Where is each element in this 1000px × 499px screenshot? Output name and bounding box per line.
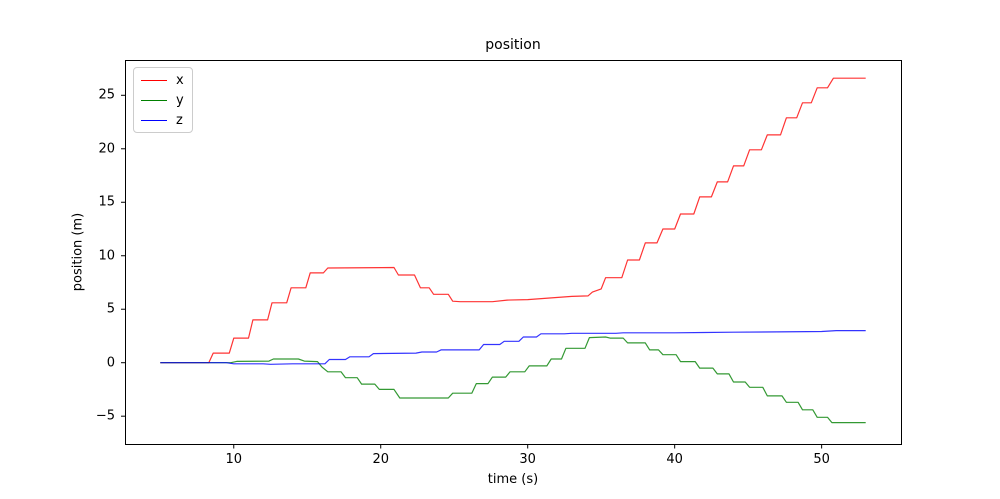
axes-frame bbox=[125, 60, 902, 445]
series-line-y bbox=[160, 336, 866, 424]
x-axis-label: time (s) bbox=[487, 472, 539, 487]
legend-item-x: x bbox=[134, 70, 192, 90]
x-tick-label: 10 bbox=[225, 452, 243, 467]
y-tick-label: 5 bbox=[106, 301, 115, 317]
y-tick-label: 10 bbox=[98, 248, 115, 264]
chart-title: position bbox=[485, 37, 541, 53]
legend-item-z: z bbox=[134, 110, 192, 130]
legend-label-z: z bbox=[176, 112, 183, 128]
x-tick-label: 50 bbox=[813, 452, 830, 467]
series-line-x bbox=[160, 77, 866, 364]
y-tick-label: −5 bbox=[95, 408, 115, 424]
y-tick-label: 15 bbox=[98, 194, 115, 210]
legend-label-x: x bbox=[176, 72, 184, 88]
y-tick-label: 20 bbox=[98, 141, 115, 157]
series-line-z bbox=[160, 330, 866, 365]
x-tick-label: 20 bbox=[372, 452, 389, 467]
legend-line-x-icon bbox=[141, 79, 167, 81]
legend-item-y: y bbox=[134, 90, 192, 110]
y-tick-label: 25 bbox=[98, 87, 115, 103]
y-tick-label: 0 bbox=[106, 355, 115, 371]
legend-label-y: y bbox=[176, 92, 184, 108]
legend-line-y-icon bbox=[141, 99, 167, 101]
x-tick-label: 40 bbox=[666, 452, 683, 467]
legend-line-z-icon bbox=[141, 119, 167, 121]
x-tick-label: 30 bbox=[519, 452, 536, 467]
legend: x y z bbox=[133, 67, 193, 133]
